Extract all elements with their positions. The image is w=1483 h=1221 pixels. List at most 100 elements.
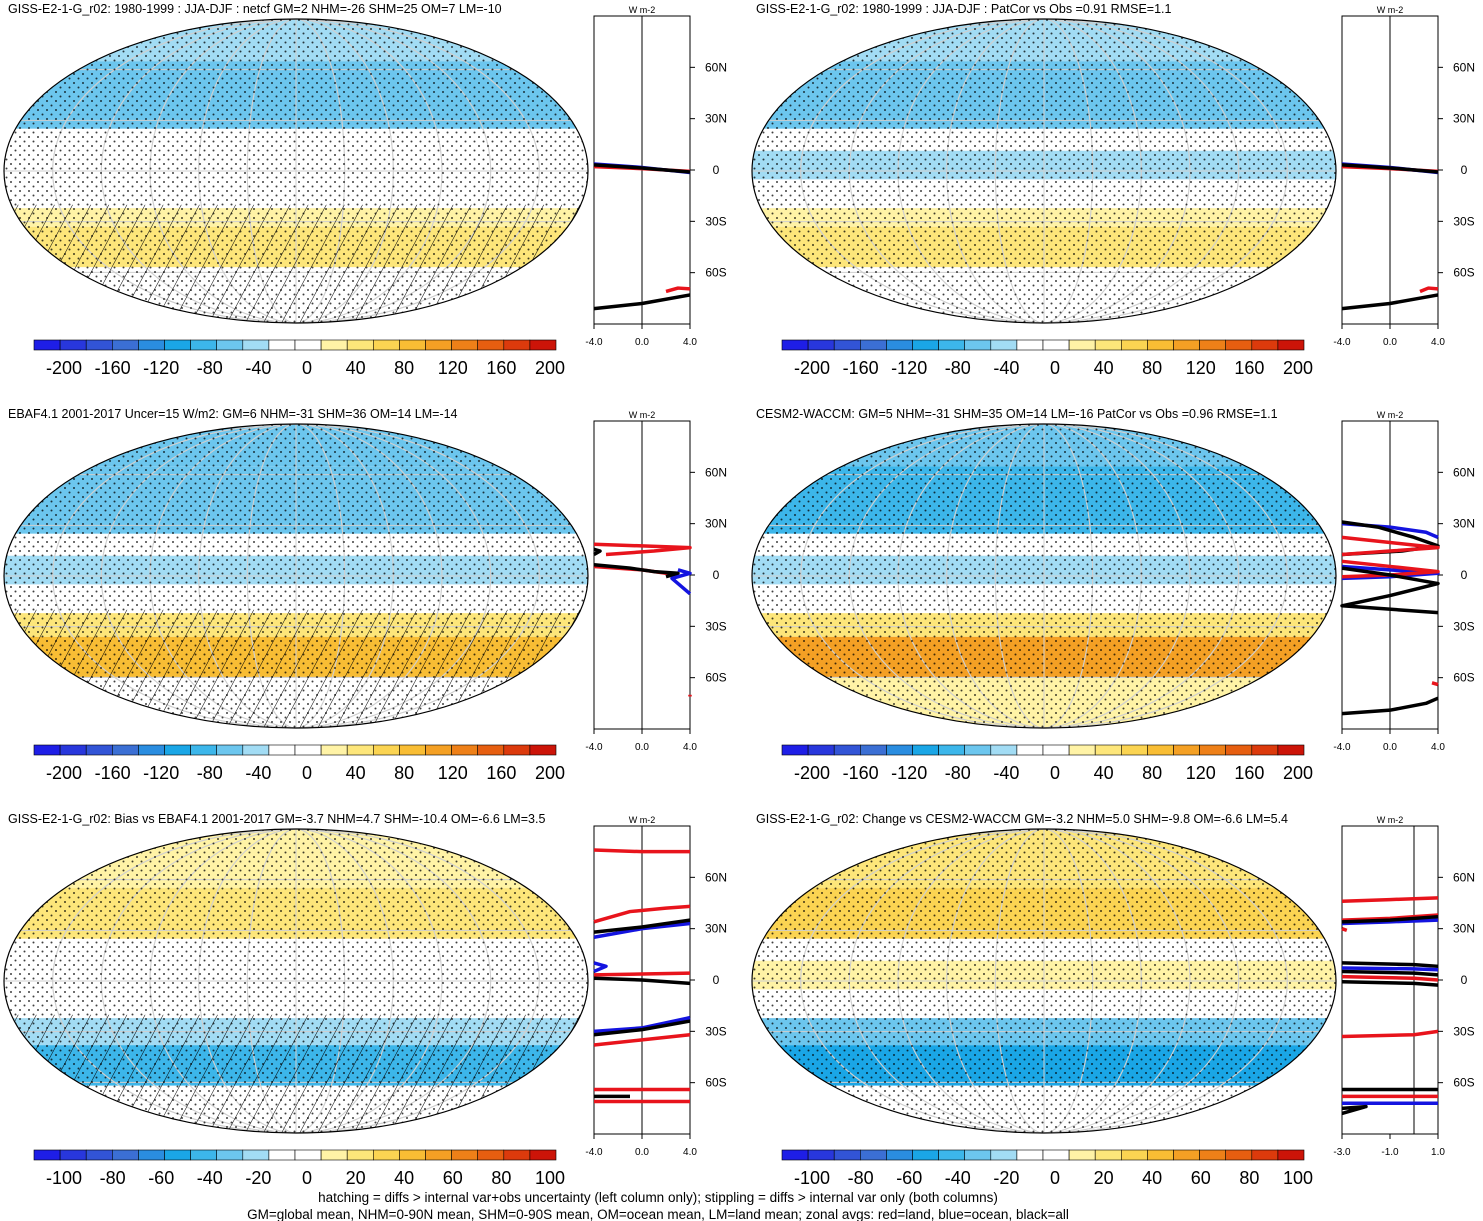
colorbar-tick-label: 0 xyxy=(1050,763,1060,783)
colorbar-tick-label: 40 xyxy=(346,763,366,783)
zonal-line-all xyxy=(593,1019,691,1037)
colorbar-swatch xyxy=(372,1149,400,1161)
x-tick-label: 4.0 xyxy=(1431,337,1445,348)
colorbar-swatch xyxy=(807,1149,835,1161)
lat-tick-label: 0 xyxy=(1461,973,1468,987)
colorbar: -100 -80 -60 -40 -20 0 20 40 60 80 100 xyxy=(781,1149,1313,1188)
caption-line-2: GM=global mean, NHM=0-90N mean, SHM=0-90… xyxy=(247,1207,1069,1221)
profile-unit: W m-2 xyxy=(629,410,656,420)
zonal-line-all xyxy=(593,163,691,174)
lat-tick-label: 60N xyxy=(1453,60,1475,74)
colorbar-swatch xyxy=(990,1149,1018,1161)
zonal-line-land xyxy=(1341,974,1439,982)
colorbar-swatch xyxy=(1225,339,1253,351)
colorbar-swatch xyxy=(833,1149,861,1161)
zonal-profile: W m-2 60N 30N 0 30S 60S -3.0 -1.0 1.0 xyxy=(1333,815,1475,1158)
colorbar-tick-label: 80 xyxy=(1142,763,1162,783)
lat-tick-label: 60S xyxy=(705,266,726,280)
colorbar-tick-label: 80 xyxy=(1142,358,1162,378)
map-field xyxy=(4,424,588,728)
colorbar-swatch xyxy=(242,339,270,351)
x-tick-label: 4.0 xyxy=(683,742,697,753)
colorbar-tick-label: 60 xyxy=(443,1168,463,1188)
colorbar-swatch xyxy=(268,744,296,756)
panel-p5: GISS-E2-1-G_r02: Bias vs EBAF4.1 2001-20… xyxy=(3,812,727,1188)
colorbar: -200 -160 -120 -80 -40 0 40 80 120 160 200 xyxy=(781,339,1313,378)
colorbar-tick-label: -120 xyxy=(891,358,927,378)
panel-title: GISS-E2-1-G_r02: Change vs CESM2-WACCM G… xyxy=(756,812,1288,826)
colorbar-swatch xyxy=(1225,744,1253,756)
colorbar-tick-label: 120 xyxy=(438,358,468,378)
colorbar-tick-label: 40 xyxy=(1094,358,1114,378)
colorbar-swatch xyxy=(1277,1149,1305,1161)
zonal-line-ocean xyxy=(1341,966,1439,972)
colorbar-tick-label: 40 xyxy=(1142,1168,1162,1188)
colorbar-swatch xyxy=(1094,1149,1122,1161)
colorbar-tick-label: -160 xyxy=(843,763,879,783)
colorbar-swatch xyxy=(1173,744,1200,756)
zonal-profile: W m-2 60N 30N 0 30S 60S -4.0 0.0 4.0 xyxy=(585,5,727,348)
colorbar-tick-label: -120 xyxy=(891,763,927,783)
colorbar-swatch xyxy=(529,744,557,756)
colorbar-tick-label: -40 xyxy=(945,1168,971,1188)
colorbar-tick-label: 160 xyxy=(486,763,516,783)
zonal-line-all xyxy=(1340,566,1440,615)
colorbar-tick-label: 0 xyxy=(302,763,312,783)
colorbar-tick-label: -60 xyxy=(896,1168,922,1188)
colorbar-swatch xyxy=(477,1149,505,1161)
lat-tick-label: 0 xyxy=(713,163,720,177)
colorbar-swatch xyxy=(138,1149,165,1161)
colorbar-swatch xyxy=(938,1149,966,1161)
colorbar-swatch xyxy=(346,744,374,756)
colorbar-tick-label: -160 xyxy=(95,763,131,783)
colorbar-tick-label: 120 xyxy=(1186,358,1216,378)
colorbar-tick-label: 0 xyxy=(1050,1168,1060,1188)
x-tick-label: 0.0 xyxy=(635,337,649,348)
map-outline xyxy=(751,423,1337,729)
colorbar-swatch xyxy=(1068,339,1096,351)
colorbar-swatch xyxy=(346,1149,374,1161)
zonal-line-land xyxy=(1341,1029,1439,1039)
stippling xyxy=(752,19,1336,323)
colorbar-swatch xyxy=(112,339,139,351)
zonal-line-land xyxy=(593,542,692,557)
colorbar-tick-label: 80 xyxy=(394,358,414,378)
colorbar-swatch xyxy=(216,339,244,351)
lat-tick-label: 60N xyxy=(1453,870,1475,884)
panel-p3: EBAF4.1 2001-2017 Uncer=15 W/m2: GM=6 NH… xyxy=(3,407,727,783)
colorbar-swatch xyxy=(886,1149,913,1161)
x-tick-label: 4.0 xyxy=(683,1147,697,1158)
colorbar-tick-label: 80 xyxy=(1239,1168,1259,1188)
colorbar-swatch xyxy=(781,1149,809,1161)
zonal-line-land xyxy=(1341,535,1440,557)
zonal-line-land xyxy=(593,848,690,854)
colorbar-swatch xyxy=(1277,339,1305,351)
profile-unit: W m-2 xyxy=(1377,5,1404,15)
colorbar-swatch xyxy=(216,744,244,756)
lat-tick-label: 30N xyxy=(705,112,727,126)
map-outline xyxy=(3,423,589,729)
colorbar-swatch xyxy=(320,339,348,351)
colorbar-swatch xyxy=(85,744,113,756)
zonal-line-land xyxy=(593,971,691,977)
x-tick-label: 0.0 xyxy=(1383,742,1397,753)
colorbar-swatch xyxy=(1120,1149,1148,1161)
colorbar-tick-label: 160 xyxy=(1234,358,1264,378)
panel-title: GISS-E2-1-G_r02: 1980-1999 : JJA-DJF : P… xyxy=(756,2,1172,16)
colorbar-swatch xyxy=(164,1149,191,1161)
panel-title: CESM2-WACCM: GM=5 NHM=-31 SHM=35 OM=14 L… xyxy=(756,407,1278,421)
colorbar-swatch xyxy=(912,1149,939,1161)
colorbar-tick-label: 0 xyxy=(1050,358,1060,378)
colorbar-swatch xyxy=(33,744,61,756)
colorbar-swatch xyxy=(1277,744,1305,756)
colorbar-swatch xyxy=(268,339,296,351)
x-tick-label: 4.0 xyxy=(683,337,697,348)
colorbar-tick-label: 80 xyxy=(394,763,414,783)
colorbar-tick-label: -200 xyxy=(46,763,82,783)
colorbar-swatch xyxy=(268,1149,296,1161)
zonal-line-all xyxy=(1341,914,1439,924)
colorbar-swatch xyxy=(1251,1149,1279,1161)
zonal-line-ocean xyxy=(670,568,692,596)
colorbar-tick-label: 160 xyxy=(1234,763,1264,783)
